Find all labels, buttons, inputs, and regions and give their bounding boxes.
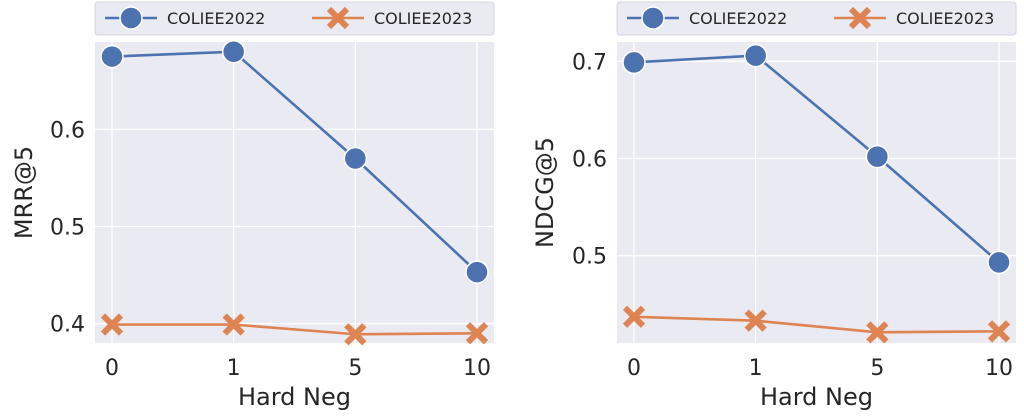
data-point-COLIEE2022 [865, 144, 890, 169]
data-point-COLIEE2023 [222, 313, 245, 336]
series-line-COLIEE2022 [111, 50, 478, 274]
legend-label: COLIEE2023 [374, 9, 472, 28]
legend-marker-COLIEE2022 [119, 6, 143, 30]
data-point-COLIEE2023 [622, 305, 646, 328]
legend-label: COLIEE2023 [896, 9, 994, 28]
plot-area [95, 42, 494, 343]
x-axis-label: Hard Neg [238, 383, 351, 411]
legend-label: COLIEE2022 [167, 9, 265, 28]
legend-label: COLIEE2022 [689, 9, 787, 28]
x-tick-label: 1 [749, 356, 763, 381]
y-tick-label: 0.5 [572, 245, 607, 270]
y-tick-label: 0.5 [50, 215, 85, 240]
data-point-COLIEE2023 [100, 313, 124, 336]
legend-frame [94, 1, 495, 36]
x-tick-label: 1 [227, 356, 241, 381]
legend: COLIEE2022 COLIEE2023 [616, 1, 1017, 36]
data-point-COLIEE2022 [987, 250, 1011, 275]
y-tick-label: 0.6 [572, 148, 607, 173]
data-point-COLIEE2023 [744, 309, 767, 332]
legend: COLIEE2022 COLIEE2023 [94, 1, 495, 36]
data-point-COLIEE2022 [743, 43, 768, 68]
data-point-COLIEE2022 [100, 44, 124, 69]
series-line-COLIEE2022 [633, 54, 1000, 264]
data-point-COLIEE2022 [465, 260, 489, 284]
legend-frame [616, 1, 1017, 36]
y-tick-label: 0.7 [572, 50, 607, 75]
data-point-COLIEE2023 [465, 322, 489, 345]
legend-marker-COLIEE2023 [326, 6, 350, 30]
y-tick-label: 0.6 [50, 118, 85, 143]
data-point-COLIEE2022 [622, 50, 646, 75]
y-tick-label: 0.4 [50, 313, 85, 338]
legend-marker-COLIEE2022 [641, 6, 665, 30]
x-tick-label: 0 [627, 356, 641, 381]
series-line-COLIEE2023 [633, 315, 1000, 334]
x-tick-label: 5 [870, 356, 884, 381]
x-tick-label: 10 [463, 356, 491, 381]
legend-marker-COLIEE2023 [848, 6, 872, 30]
data-point-COLIEE2023 [866, 321, 889, 344]
y-axis-label: NDCG@5 [531, 137, 559, 248]
data-point-COLIEE2023 [344, 323, 367, 346]
plot-area [617, 42, 1016, 343]
series-line-COLIEE2023 [112, 323, 478, 336]
data-point-COLIEE2022 [343, 146, 368, 171]
data-point-COLIEE2022 [221, 39, 246, 64]
data-point-COLIEE2023 [987, 320, 1011, 343]
x-tick-label: 5 [348, 356, 362, 381]
y-axis-label: MRR@5 [10, 146, 38, 239]
x-tick-label: 0 [105, 356, 119, 381]
x-axis-label: Hard Neg [760, 383, 873, 411]
x-tick-label: 10 [985, 356, 1013, 381]
